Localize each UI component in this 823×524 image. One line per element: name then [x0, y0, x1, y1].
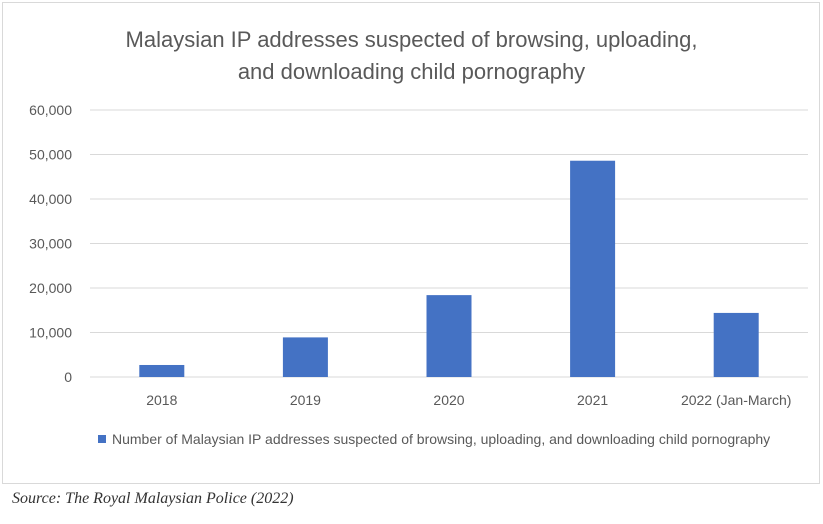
chart-title-line-1: Malaysian IP addresses suspected of brow…	[125, 27, 698, 52]
legend: Number of Malaysian IP addresses suspect…	[98, 428, 778, 450]
legend-label: Number of Malaysian IP addresses suspect…	[112, 431, 771, 447]
bar	[139, 364, 185, 377]
y-tick-label: 60,000	[29, 102, 72, 118]
bar	[282, 337, 328, 377]
chart-title-line-2: and downloading child pornography	[237, 59, 586, 84]
legend-swatch	[98, 435, 106, 443]
y-tick-label: 0	[64, 369, 72, 385]
y-tick-label: 20,000	[29, 280, 72, 296]
x-tick-label: 2021	[577, 392, 608, 408]
x-tick-label: 2019	[290, 392, 321, 408]
bar	[570, 160, 616, 377]
x-tick-label: 2018	[146, 392, 177, 408]
y-tick-label: 40,000	[29, 191, 72, 207]
x-tick-label: 2022 (Jan-March)	[681, 392, 792, 408]
chart-title: Malaysian IP addresses suspected of brow…	[0, 24, 823, 88]
y-tick-label: 30,000	[29, 236, 72, 252]
chart-frame	[2, 2, 820, 484]
y-tick-label: 10,000	[29, 325, 72, 341]
source-note: Source: The Royal Malaysian Police (2022…	[12, 490, 294, 507]
y-tick-label: 50,000	[29, 147, 72, 163]
bar	[426, 295, 472, 377]
bar	[713, 312, 759, 377]
x-tick-label: 2020	[433, 392, 464, 408]
